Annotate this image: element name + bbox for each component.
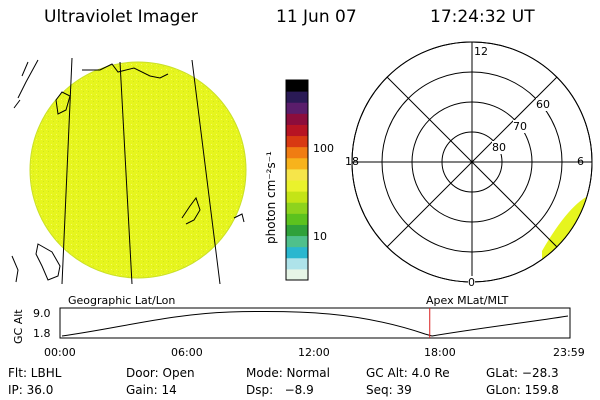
polar-hour-0: 0: [468, 276, 475, 289]
info-filter: Flt: LBHL: [8, 366, 62, 380]
colorbar-segment: [286, 146, 308, 159]
colorbar-segment: [286, 191, 308, 203]
colorbar-segment: [286, 102, 308, 114]
polar-lat-70: 70: [513, 120, 527, 133]
colorbar-segment: [286, 91, 308, 103]
colorbar-segment: [286, 213, 308, 225]
colorbar-segment: [286, 180, 308, 192]
timeline-tick-1200: 12:00: [298, 346, 330, 359]
colorbar-segment: [286, 257, 308, 270]
color-scale-bar: [285, 79, 309, 281]
time-label: 17:24:32 UT: [430, 7, 535, 27]
colorbar-tick-100: 100: [313, 142, 334, 155]
timeline-lower-value: 1.8: [33, 327, 51, 340]
colorbar-segment: [286, 80, 308, 92]
colorbar-segment: [286, 246, 308, 259]
timeline-tick-2359: 23:59: [553, 346, 585, 359]
colorbar-segment: [286, 202, 308, 214]
timeline-axis-label: GC Alt: [12, 309, 25, 344]
coastline-outline: [13, 59, 39, 109]
colorbar-segment: [286, 157, 308, 170]
colorbar-segment: [286, 135, 308, 148]
timeline-tick-0000: 00:00: [44, 346, 76, 359]
altitude-timeline: [59, 307, 571, 339]
colorbar-segment: [286, 113, 308, 125]
info-door: Door: Open: [126, 366, 195, 380]
instrument-title: Ultraviolet Imager: [44, 7, 198, 27]
timeline-tick-1800: 18:00: [424, 346, 456, 359]
info-gc-alt: GC Alt: 4.0 Re: [366, 366, 450, 380]
info-mode: Mode: Normal: [246, 366, 330, 380]
colorbar-segment: [286, 168, 308, 181]
info-glat: GLat: −28.3: [486, 366, 559, 380]
timeline-tick-0600: 06:00: [171, 346, 203, 359]
uv-earth-disk: [29, 61, 247, 279]
colorbar-segment: [286, 235, 308, 248]
date-label: 11 Jun 07: [276, 7, 357, 27]
timeline-right-caption: Apex MLat/MLT: [426, 294, 509, 307]
info-glon: GLon: 159.8: [486, 383, 559, 397]
colorbar-frame: [285, 79, 309, 281]
colorbar-segment: [286, 124, 308, 137]
uv-image-panel: [11, 57, 247, 285]
polar-lat-80: 80: [492, 141, 506, 154]
altitude-curve: [61, 310, 569, 337]
info-seq: Seq: 39: [366, 383, 412, 397]
info-dsp: Dsp: −8.9: [246, 383, 314, 397]
polar-hour-6: 6: [577, 155, 584, 168]
polar-lat-60: 60: [536, 98, 550, 111]
info-ip: IP: 36.0: [8, 383, 54, 397]
colorbar-tick-10: 10: [313, 230, 327, 243]
polar-hour-12: 12: [474, 45, 488, 58]
timeline-left-caption: Geographic Lat/Lon: [68, 294, 176, 307]
polar-hour-18: 18: [345, 155, 359, 168]
colorbar-segment: [286, 224, 308, 237]
colorbar-segment: [286, 268, 308, 281]
info-gain: Gain: 14: [126, 383, 177, 397]
colorbar-unit-label: photon cm⁻²s⁻¹: [264, 151, 278, 244]
polar-plot: [351, 41, 593, 283]
timeline-upper-value: 9.0: [33, 307, 51, 320]
